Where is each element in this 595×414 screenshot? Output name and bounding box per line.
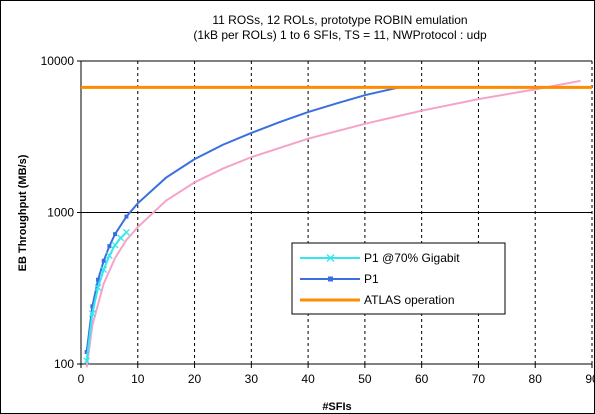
series-point: [113, 232, 118, 237]
chart-title-line1: 11 ROSs, 12 ROLs, prototype ROBIN emulat…: [212, 13, 467, 27]
y-tick-label: 1000: [47, 206, 74, 220]
legend-label: P1 @70% Gigabit: [364, 251, 460, 265]
series-2: [85, 79, 581, 368]
series-point: [117, 234, 125, 242]
series-0: [83, 228, 130, 365]
chart-title-line2: (1kB per ROLs) 1 to 6 SFIs, TS = 11, NWP…: [193, 28, 487, 42]
series-point: [124, 214, 129, 219]
legend-item: P1 @70% Gigabit: [300, 251, 460, 265]
series-point: [94, 284, 102, 291]
x-tick-label: 60: [415, 372, 429, 386]
series: [81, 79, 592, 368]
x-tick-label: 40: [301, 372, 315, 386]
x-tick-label: 70: [472, 372, 486, 386]
x-tick-label: 90: [585, 372, 595, 386]
series-point: [84, 350, 89, 355]
series-point: [96, 277, 101, 282]
legend-item: P1: [300, 272, 379, 286]
series-point: [105, 252, 113, 259]
legend-label: ATLAS operation: [364, 293, 455, 307]
series-point: [100, 266, 108, 274]
series-point: [83, 357, 91, 365]
series-point: [107, 244, 112, 249]
series-point: [111, 241, 119, 249]
y-tick-label: 10000: [41, 54, 75, 68]
legend-item: ATLAS operation: [300, 293, 455, 307]
legend: P1 @70% Gigabit P1 ATLAS operation: [291, 242, 506, 315]
series-point: [122, 228, 130, 236]
series-line-2: [85, 79, 581, 368]
x-tick-label: 80: [529, 372, 543, 386]
legend-label: P1: [364, 272, 379, 286]
series-point: [88, 310, 96, 318]
y-axis-label: EB Throughput (MB/s): [17, 154, 29, 271]
x-tick-label: 30: [245, 372, 259, 386]
series-point: [101, 258, 106, 263]
x-tick-label: 50: [358, 372, 372, 386]
x-tick-label: 10: [131, 372, 145, 386]
x-tick-label: 0: [78, 372, 85, 386]
tick-labels: 0 10 20 30 40 50 60 70 80 90 100 1000 10000: [41, 54, 595, 386]
x-axis-label: #SFIs: [322, 401, 351, 413]
series-point: [90, 304, 95, 309]
y-tick-label: 100: [54, 357, 74, 371]
x-tick-label: 20: [188, 372, 202, 386]
axes: [77, 60, 593, 368]
